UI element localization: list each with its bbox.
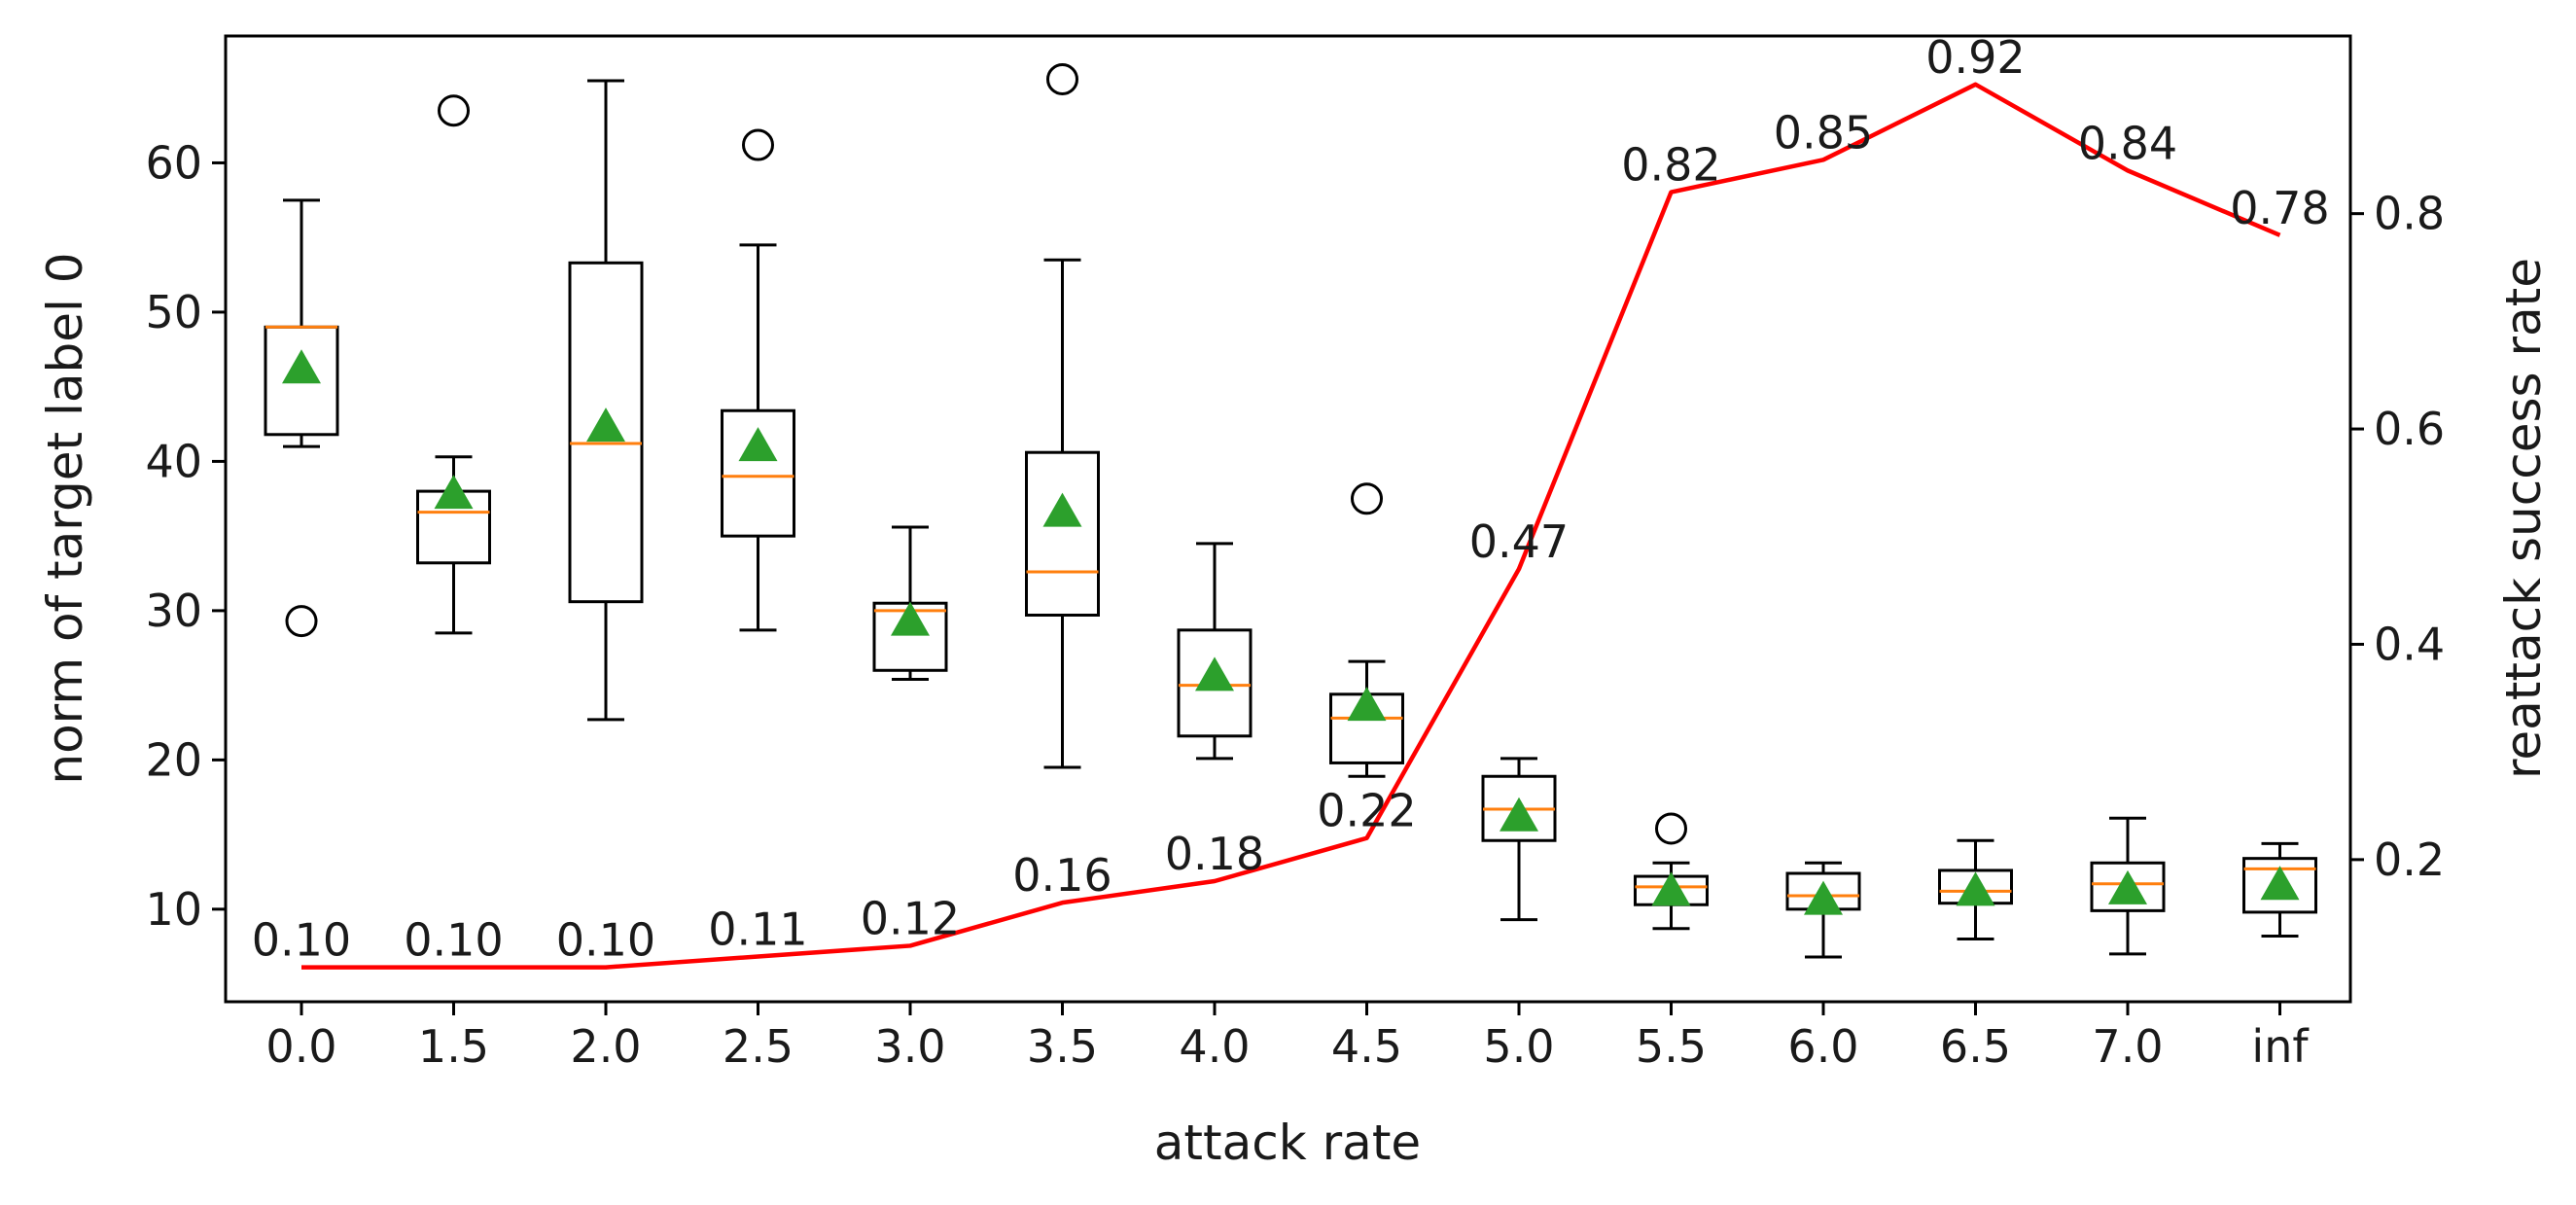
x-tick-label: 3.5: [1027, 1020, 1098, 1073]
outlier-point: [285, 605, 318, 638]
plot-frame: [224, 34, 2352, 1004]
x-tick-label: 2.0: [570, 1020, 641, 1073]
outlier-point: [1655, 812, 1687, 845]
data-label: 0.10: [252, 914, 351, 967]
success-rate-line-group: [301, 82, 2281, 970]
y-right-tick-label: 0.8: [2374, 188, 2445, 240]
x-tick-label: 0.0: [265, 1020, 336, 1073]
x-tick-label: 5.5: [1636, 1020, 1707, 1073]
data-label: 0.22: [1317, 785, 1416, 837]
data-labels: 0.10 0.10 0.10 0.11 0.12 0.16 0.18 0.22 0.47 0.82…: [252, 31, 2330, 967]
box-4.5: [1329, 482, 1404, 778]
x-tick-label: 4.5: [1331, 1020, 1402, 1073]
box-2.0: [568, 79, 644, 722]
success-rate-line: [301, 82, 2281, 970]
box-body: [2242, 857, 2317, 914]
box-body: [1177, 628, 1253, 738]
data-label: 0.10: [556, 914, 655, 967]
x-tick-label: 7.0: [2092, 1020, 2163, 1073]
mean-marker: [2260, 866, 2300, 901]
mean-marker: [1651, 871, 1691, 906]
mean-marker: [738, 427, 778, 462]
mean-marker: [2108, 869, 2147, 904]
y-left-tick-label: 10: [145, 883, 202, 936]
outlier-point: [438, 94, 470, 127]
data-label: 0.84: [2078, 117, 2177, 169]
x-tick-label: 5.0: [1483, 1020, 1554, 1073]
box-inf: [2242, 841, 2317, 938]
box-0.0: [264, 198, 339, 638]
box-body: [2090, 861, 2166, 912]
mean-marker: [1500, 797, 1538, 832]
y-left-tick-label: 30: [145, 585, 202, 637]
mean-marker: [282, 349, 321, 384]
y-left-tick-label: 50: [145, 286, 202, 338]
x-tick-label: inf: [2251, 1020, 2310, 1073]
data-label: 0.92: [1925, 31, 2025, 84]
mean-marker: [1042, 492, 1082, 527]
y-left-tick-label: 40: [145, 435, 202, 487]
mean-marker: [1195, 656, 1234, 691]
outlier-point: [742, 128, 774, 161]
box-5.5: [1634, 812, 1709, 931]
box-2.5: [721, 128, 795, 632]
box-body: [721, 408, 795, 538]
box-4.0: [1177, 542, 1253, 761]
data-label: 0.85: [1774, 106, 1873, 159]
y-right-tick-label: 0.4: [2374, 618, 2445, 670]
box-3.0: [872, 525, 948, 681]
x-tick-label: 4.0: [1179, 1020, 1250, 1073]
data-label: 0.47: [1469, 515, 1569, 568]
x-axis-label: attack rate: [1154, 1115, 1421, 1171]
box-body: [568, 261, 644, 604]
box-5.0: [1481, 757, 1557, 922]
y-axis-left-label: norm of target label 0: [37, 252, 93, 784]
y-left-tick-label: 60: [145, 136, 202, 189]
box-1.5: [416, 94, 491, 635]
x-tick-label: 6.0: [1787, 1020, 1858, 1073]
y-axis-right-label: reattack success rate: [2495, 258, 2552, 779]
y-right-tick-label: 0.2: [2374, 833, 2445, 886]
data-label: 0.18: [1165, 828, 1264, 880]
x-tick-label: 1.5: [418, 1020, 489, 1073]
y-axis-right: 0.2 0.4 0.6 0.8: [2350, 188, 2445, 886]
box-7.0: [2090, 816, 2166, 956]
x-tick-label: 3.0: [874, 1020, 945, 1073]
data-label: 0.82: [1621, 139, 1720, 192]
y-axis-left: 10 20 30 40 50 60: [145, 136, 226, 936]
mean-marker: [586, 408, 625, 443]
x-tick-label: 2.5: [723, 1020, 794, 1073]
outlier-point: [1351, 482, 1383, 515]
outlier-point: [1046, 63, 1078, 96]
box-body: [1025, 450, 1100, 617]
y-left-tick-label: 20: [145, 733, 202, 786]
mean-marker: [1956, 871, 1995, 906]
mean-marker: [891, 601, 930, 636]
box-plots: [264, 63, 2317, 959]
box-6.0: [1785, 861, 1861, 959]
mean-marker: [434, 475, 474, 510]
box-3.5: [1025, 63, 1100, 769]
data-label: 0.10: [404, 914, 503, 967]
box-6.5: [1938, 838, 2013, 941]
y-right-tick-label: 0.6: [2374, 403, 2445, 455]
data-label: 0.12: [861, 892, 960, 944]
mean-marker: [1804, 880, 1843, 915]
x-axis: 0.0 1.5 2.0 2.5 3.0 3.5 4.0 4.5 5.0 5.5 6.0 6.5 7.0 i…: [265, 1002, 2310, 1073]
data-label: 0.78: [2230, 182, 2329, 234]
mean-marker: [1347, 687, 1387, 722]
data-label: 0.16: [1012, 849, 1112, 902]
x-tick-label: 6.5: [1940, 1020, 2011, 1073]
data-label: 0.11: [708, 904, 807, 956]
